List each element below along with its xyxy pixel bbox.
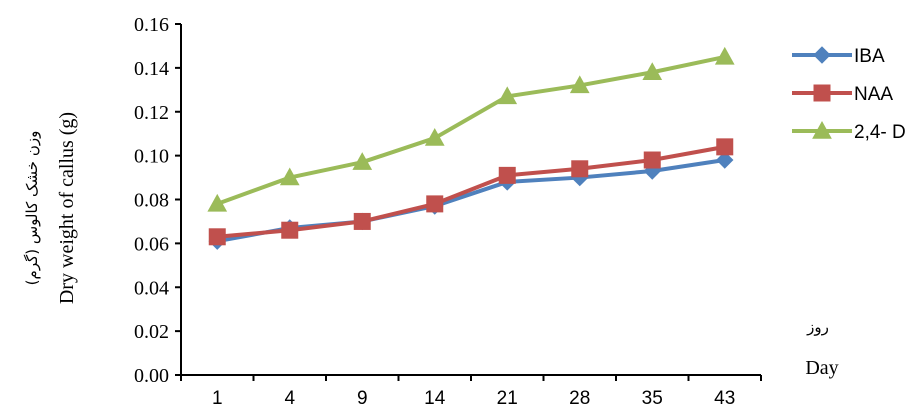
data-point-iba [716, 151, 734, 169]
data-point-naa [353, 212, 371, 230]
data-point-2-4-d [497, 86, 518, 105]
y-tick-label: 0.06 [134, 233, 169, 255]
data-point-2-4-d [352, 152, 373, 170]
data-point-2-4-d [279, 167, 300, 186]
data-point-2-4-d [714, 46, 735, 65]
data-point-naa [208, 228, 226, 246]
series-lines [207, 46, 735, 250]
y-tick-label: 0.10 [134, 146, 169, 168]
x-tick-label: 35 [642, 388, 663, 407]
x-tick-label: 14 [424, 388, 446, 407]
x-axis-title-persian: روز [806, 318, 829, 336]
legend-label: IBA [854, 46, 885, 67]
x-tick-label: 9 [357, 388, 368, 407]
data-point-naa [426, 195, 444, 213]
data-point-2-4-d [424, 128, 445, 146]
x-tick-label: 21 [497, 388, 518, 407]
y-tick-label: 0.14 [134, 58, 169, 80]
y-tick-label: 0.12 [134, 102, 169, 124]
x-axis-title: Day [805, 357, 838, 379]
y-tick-label: 0.08 [134, 190, 169, 212]
y-axis-title-persian: وزن خشک کالوس (گرم) [23, 131, 41, 286]
x-tick-label: 1 [212, 388, 223, 407]
data-point-naa [498, 166, 516, 184]
legend-item-2-4-d: 2,4- D [792, 120, 906, 143]
x-tick-label: 4 [284, 388, 295, 407]
series-line-2-4-d [216, 54, 726, 206]
legend-item-iba: IBA [792, 46, 885, 67]
axes [175, 23, 762, 381]
legend-marker [812, 120, 832, 139]
tick-labels: 0.000.020.040.060.080.100.120.140.161 4 9 1… [134, 14, 735, 409]
y-tick-label: 0.16 [134, 14, 169, 36]
legend-item-naa: NAA [792, 84, 893, 105]
y-tick-label: 0.02 [134, 321, 169, 343]
legend-marker [813, 84, 831, 102]
x-tick-label: 28 [569, 388, 590, 407]
legend-marker [813, 46, 831, 64]
series-2-4-d [207, 46, 735, 212]
data-point-2-4-d [642, 62, 663, 80]
y-tick-label: 0.00 [134, 365, 169, 387]
data-point-naa [716, 138, 734, 156]
y-axis-title: Dry weight of callus (g) [56, 112, 78, 304]
x-tick-label: 43 [714, 388, 735, 407]
y-tick-label: 0.04 [134, 277, 169, 299]
series-naa [208, 138, 734, 246]
data-point-naa [281, 221, 299, 239]
data-point-naa [643, 151, 661, 169]
data-point-2-4-d [569, 75, 590, 94]
legend-label: NAA [854, 84, 893, 105]
data-point-naa [571, 160, 589, 178]
series-line-naa [217, 144, 726, 239]
data-point-2-4-d [207, 193, 228, 212]
legend: IBA NAA 2,4- D [792, 46, 906, 143]
legend-label: 2,4- D [854, 122, 906, 143]
